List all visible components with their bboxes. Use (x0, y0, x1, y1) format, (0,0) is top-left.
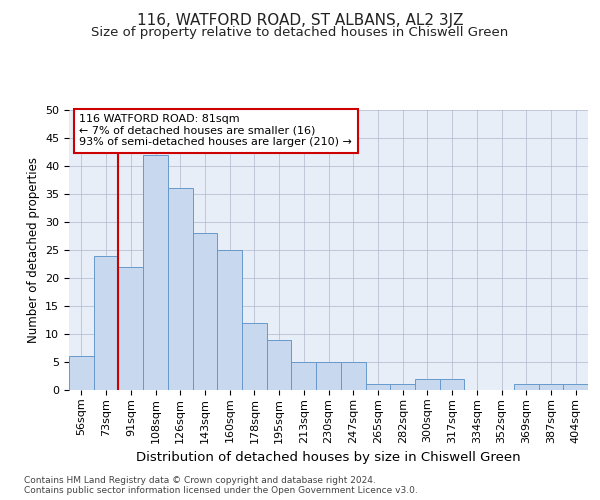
Bar (365, 384, 390, 390)
Bar (143, 155, 168, 390)
Bar (563, 384, 588, 390)
Bar (242, 323, 267, 390)
Text: 116 WATFORD ROAD: 81sqm
← 7% of detached houses are smaller (16)
93% of semi-det: 116 WATFORD ROAD: 81sqm ← 7% of detached… (79, 114, 352, 148)
Bar (193, 233, 217, 390)
Bar (539, 384, 563, 390)
Bar (341, 362, 365, 390)
Bar (69, 356, 94, 390)
Text: 116, WATFORD ROAD, ST ALBANS, AL2 3JZ: 116, WATFORD ROAD, ST ALBANS, AL2 3JZ (137, 12, 463, 28)
Bar (118, 267, 143, 390)
Bar (292, 362, 316, 390)
Text: Contains HM Land Registry data © Crown copyright and database right 2024.
Contai: Contains HM Land Registry data © Crown c… (24, 476, 418, 495)
Bar (440, 379, 464, 390)
Y-axis label: Number of detached properties: Number of detached properties (26, 157, 40, 343)
Bar (390, 384, 415, 390)
Bar (168, 188, 193, 390)
Bar (514, 384, 539, 390)
Bar (94, 256, 118, 390)
Text: Size of property relative to detached houses in Chiswell Green: Size of property relative to detached ho… (91, 26, 509, 39)
Bar (217, 250, 242, 390)
X-axis label: Distribution of detached houses by size in Chiswell Green: Distribution of detached houses by size … (136, 451, 521, 464)
Bar (415, 379, 440, 390)
Bar (267, 340, 292, 390)
Bar (316, 362, 341, 390)
